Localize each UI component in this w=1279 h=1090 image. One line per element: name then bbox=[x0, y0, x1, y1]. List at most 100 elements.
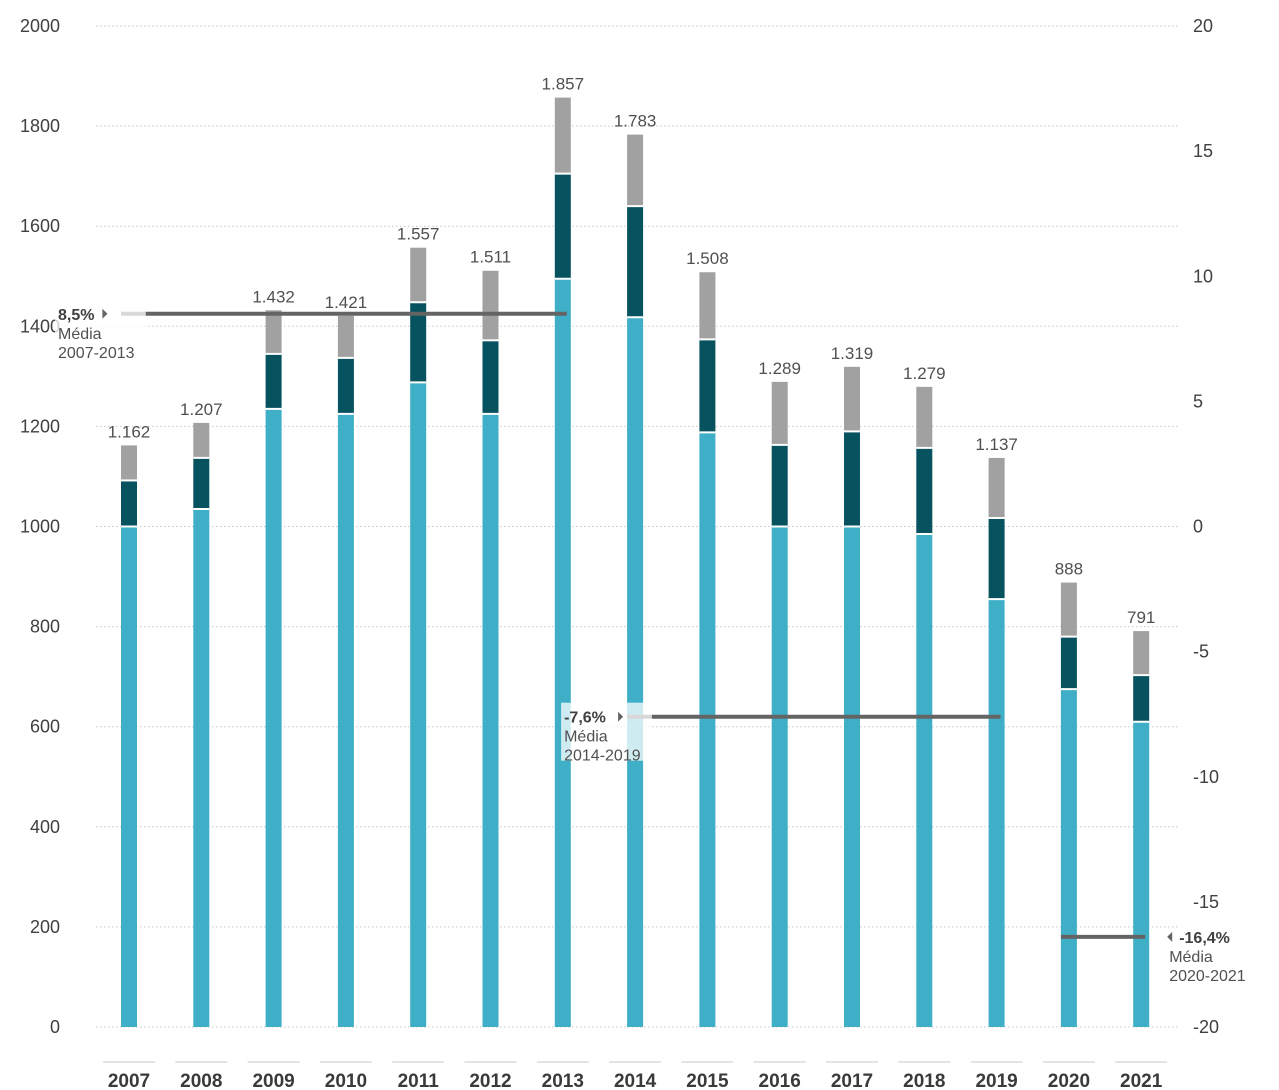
bar-total-label: 1.421 bbox=[325, 293, 368, 312]
bar-total-label: 1.279 bbox=[903, 364, 946, 383]
bar-segment bbox=[482, 340, 499, 414]
bar-total-label: 1.511 bbox=[470, 248, 511, 267]
bar-total-label: 1.319 bbox=[831, 344, 874, 363]
right-y-tick-label: -20 bbox=[1193, 1017, 1219, 1037]
x-tick-label: 2008 bbox=[180, 1071, 222, 1090]
right-y-tick-label: -15 bbox=[1193, 892, 1219, 912]
bar-total-label: 1.557 bbox=[397, 225, 440, 244]
x-tick-label: 2016 bbox=[759, 1071, 801, 1090]
bar-segment bbox=[410, 247, 427, 303]
bar-segment bbox=[265, 353, 282, 409]
bar-segment bbox=[410, 382, 427, 1028]
bar-segment bbox=[1060, 689, 1077, 1027]
left-y-tick-label: 1000 bbox=[20, 517, 60, 537]
bar-total-label: 791 bbox=[1127, 608, 1155, 627]
bar-segment bbox=[1060, 636, 1077, 690]
x-tick-label: 2021 bbox=[1120, 1071, 1163, 1090]
x-tick-label: 2019 bbox=[975, 1071, 1017, 1090]
x-tick-label: 2009 bbox=[252, 1071, 294, 1090]
bar-segment bbox=[844, 366, 860, 432]
bar-segment bbox=[627, 317, 644, 1027]
bar-segment bbox=[699, 339, 716, 433]
bar-total-label: 1.162 bbox=[108, 422, 151, 441]
bar-segment bbox=[410, 302, 427, 383]
left-y-tick-label: 1400 bbox=[20, 316, 60, 336]
bar-segment bbox=[337, 413, 354, 1027]
average-value: -16,4% bbox=[1179, 930, 1230, 947]
bar-segment bbox=[482, 270, 499, 341]
bar-segment bbox=[265, 310, 282, 354]
bar-segment bbox=[771, 444, 788, 527]
bar-segment bbox=[337, 357, 354, 414]
bar-segment bbox=[916, 447, 933, 535]
left-y-tick-label: 1600 bbox=[20, 216, 60, 236]
bar-segment bbox=[699, 432, 716, 1027]
average-period: 2014-2019 bbox=[564, 748, 641, 765]
right-y-tick-label: -10 bbox=[1193, 767, 1219, 787]
bar-segment bbox=[337, 315, 354, 358]
bar-total-label: 1.289 bbox=[758, 359, 801, 378]
bar-total-labels: 1.162 1.207 1.432 1.421 1.557 1.511 1.857 1.783… bbox=[108, 75, 1156, 628]
bar-total-label: 1.783 bbox=[614, 112, 657, 131]
average-annotation: -16,4% Média 2020-2021 bbox=[1060, 930, 1246, 985]
bar-segment bbox=[265, 408, 282, 1027]
average-label: Média bbox=[564, 729, 608, 746]
bar-segment bbox=[1133, 675, 1150, 722]
average-lines: 8,5% Média 2007-2013 -7,6% Média 2014-2019 -16… bbox=[55, 299, 1246, 985]
right-y-tick-label: 0 bbox=[1193, 517, 1203, 537]
average-label: Média bbox=[58, 326, 102, 343]
bar-total-label: 1.508 bbox=[686, 249, 729, 268]
bar-segment bbox=[193, 422, 210, 458]
bar-total-label: 888 bbox=[1055, 560, 1083, 579]
right-y-tick-label: -5 bbox=[1193, 642, 1209, 662]
average-arrow-icon bbox=[102, 308, 108, 319]
bar-segment bbox=[844, 526, 860, 1027]
bar-segment bbox=[771, 381, 788, 445]
bar-segment bbox=[554, 97, 571, 174]
left-y-tick-label: 0 bbox=[50, 1017, 60, 1037]
bar-total-label: 1.857 bbox=[542, 75, 585, 94]
x-tick-label: 2010 bbox=[325, 1071, 367, 1090]
right-y-tick-label: 10 bbox=[1193, 266, 1213, 286]
bar-segment bbox=[988, 457, 1005, 518]
x-tick-label: 2012 bbox=[469, 1071, 511, 1090]
right-y-tick-label: 15 bbox=[1193, 141, 1213, 161]
bar-total-label: 1.137 bbox=[975, 435, 1018, 454]
left-y-tick-label: 600 bbox=[30, 717, 60, 737]
average-period: 2020-2021 bbox=[1169, 968, 1246, 985]
bar-segment bbox=[699, 272, 716, 340]
bar-segment bbox=[771, 526, 788, 1027]
bar-total-label: 1.207 bbox=[180, 400, 223, 419]
bar-segment bbox=[121, 526, 137, 1027]
bar-segment bbox=[121, 480, 137, 527]
bar-segment bbox=[554, 173, 571, 279]
bar-segment bbox=[988, 517, 1005, 600]
x-tick-label: 2013 bbox=[542, 1071, 584, 1090]
right-y-axis: -20 -15 -10 -5 0 5 10 15 20 bbox=[1193, 16, 1219, 1037]
bar-segment bbox=[916, 534, 933, 1027]
bar-segment bbox=[193, 457, 210, 509]
bar-segment bbox=[844, 431, 860, 527]
left-y-tick-label: 1200 bbox=[20, 416, 60, 436]
x-tick-label: 2020 bbox=[1048, 1071, 1090, 1090]
average-value: 8,5% bbox=[58, 307, 94, 324]
bar-segment bbox=[627, 134, 644, 207]
bar-segment bbox=[1133, 631, 1150, 676]
average-label: Média bbox=[1169, 949, 1213, 966]
bar-segment bbox=[1060, 582, 1077, 637]
left-y-tick-label: 1800 bbox=[20, 116, 60, 136]
x-tick-label: 2014 bbox=[614, 1071, 657, 1090]
right-y-tick-label: 20 bbox=[1193, 16, 1213, 36]
x-axis: 2007 2008 2009 2010 2011 2012 2013 2014 2015 2016… bbox=[103, 1061, 1168, 1090]
bar-segment bbox=[627, 206, 644, 318]
average-label-background bbox=[561, 702, 652, 761]
bar-total-label: 1.432 bbox=[252, 287, 295, 306]
bar-segment bbox=[121, 445, 137, 481]
bar-segment bbox=[1133, 721, 1150, 1027]
bar-segment bbox=[193, 508, 210, 1027]
left-y-tick-label: 800 bbox=[30, 617, 60, 637]
bar-segment bbox=[916, 386, 933, 448]
x-tick-label: 2011 bbox=[398, 1071, 440, 1090]
x-tick-label: 2018 bbox=[903, 1071, 945, 1090]
